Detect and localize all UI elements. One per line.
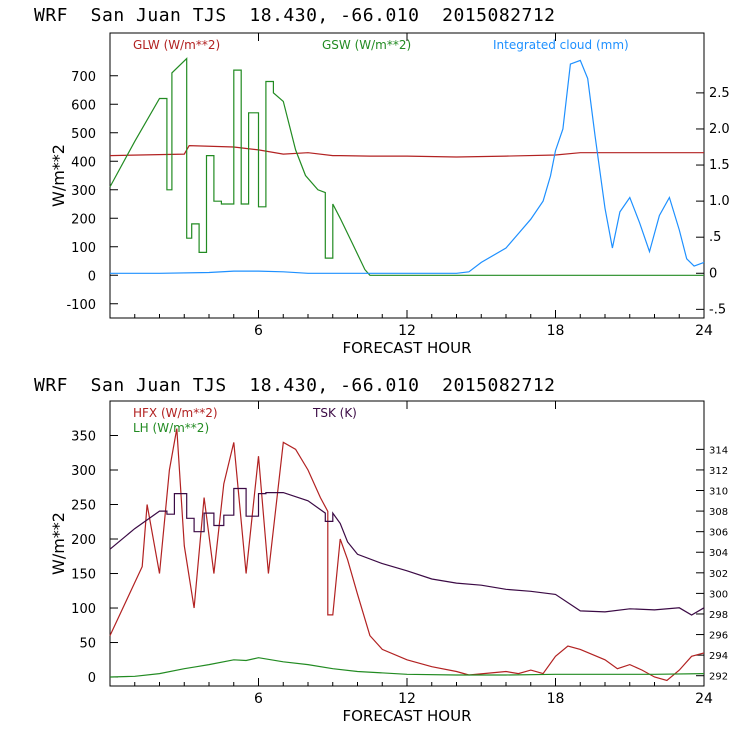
right-y-tick-label: 306 [709, 528, 728, 539]
y-axis-label: W/m**2 [49, 512, 68, 575]
y-tick-label: 600 [71, 98, 96, 113]
right-y-tick-label: 302 [709, 569, 728, 580]
series-line-1 [109, 144, 704, 158]
right-y-tick-label: 1.5 [709, 158, 730, 173]
chart-title-bottom: WRF San Juan TJS 18.430, -66.010 2015082… [34, 375, 556, 396]
y-tick-label: 500 [71, 127, 96, 142]
plot-frame [109, 400, 705, 687]
y-tick-label: 200 [71, 533, 96, 548]
y-tick-label: 250 [71, 499, 96, 514]
x-axis-label: FORECAST HOUR [342, 339, 471, 357]
top-chart: 6 12 18 24 FORECAST HOUR -100 0 100 200 300 400 500… [49, 32, 730, 357]
y-tick-label: 350 [71, 430, 96, 445]
right-y-tick-label: .5 [709, 230, 721, 245]
y-tick-label: -100 [66, 298, 96, 313]
y-tick-label: 200 [71, 212, 96, 227]
right-y-tick-label: 0 [709, 266, 717, 281]
y-axis-label: W/m**2 [49, 144, 68, 207]
x-tick-label: 24 [695, 691, 713, 707]
series-line-3 [109, 487, 705, 616]
right-y-tick-label: 294 [709, 651, 728, 662]
legend-entry: Integrated cloud (mm) [493, 38, 629, 52]
y-tick-label: 300 [71, 184, 96, 199]
legend-entry: GLW (W/m**2) [133, 38, 220, 52]
right-y-tick-label: 304 [709, 548, 728, 559]
y-tick-label: 0 [88, 671, 96, 686]
right-y-tick-label: 298 [709, 610, 728, 621]
right-y-tick-label: 292 [709, 672, 728, 683]
right-y-tick-label: 296 [709, 631, 728, 642]
y-tick-label: 700 [71, 70, 96, 85]
legend-entry: HFX (W/m**2) [133, 406, 218, 420]
y-tick-label: 50 [79, 637, 96, 652]
right-y-tick-label: 1.0 [709, 194, 730, 209]
series-line-1 [109, 428, 705, 682]
series-line-2 [109, 657, 705, 678]
x-tick-label: 12 [398, 691, 416, 707]
right-y-tick-label: 314 [709, 445, 728, 456]
y-tick-label: 0 [88, 269, 96, 284]
x-tick-label: 6 [254, 323, 263, 339]
legend-entry: LH (W/m**2) [133, 421, 209, 435]
x-tick-label: 18 [547, 691, 565, 707]
right-y-tick-label: 2.5 [709, 86, 730, 101]
y-tick-label: 100 [71, 602, 96, 617]
chart-title-top: WRF San Juan TJS 18.430, -66.010 2015082… [34, 5, 556, 26]
y-tick-label: 300 [71, 464, 96, 479]
x-axis-label: FORECAST HOUR [342, 707, 471, 725]
x-tick-label: 24 [695, 323, 713, 339]
x-tick-label: 6 [254, 691, 263, 707]
right-y-tick-label: 300 [709, 589, 728, 600]
right-y-tick-label: -.5 [709, 302, 726, 317]
right-y-tick-label: 310 [709, 487, 728, 498]
x-tick-label: 12 [398, 323, 416, 339]
right-y-tick-label: 2.0 [709, 122, 730, 137]
legend-entry: GSW (W/m**2) [322, 38, 411, 52]
right-y-tick-label: 312 [709, 466, 728, 477]
bottom-chart: 6 12 18 24 FORECAST HOUR 0 50 100 150 200 250 300 35… [49, 400, 728, 725]
y-tick-label: 100 [71, 241, 96, 256]
y-tick-label: 150 [71, 568, 96, 583]
series-line-2 [109, 57, 704, 276]
series-line-3 [110, 59, 705, 274]
x-tick-label: 18 [547, 323, 565, 339]
y-tick-label: 400 [71, 155, 96, 170]
legend-entry: TSK (K) [312, 406, 357, 420]
right-y-tick-label: 308 [709, 507, 728, 518]
